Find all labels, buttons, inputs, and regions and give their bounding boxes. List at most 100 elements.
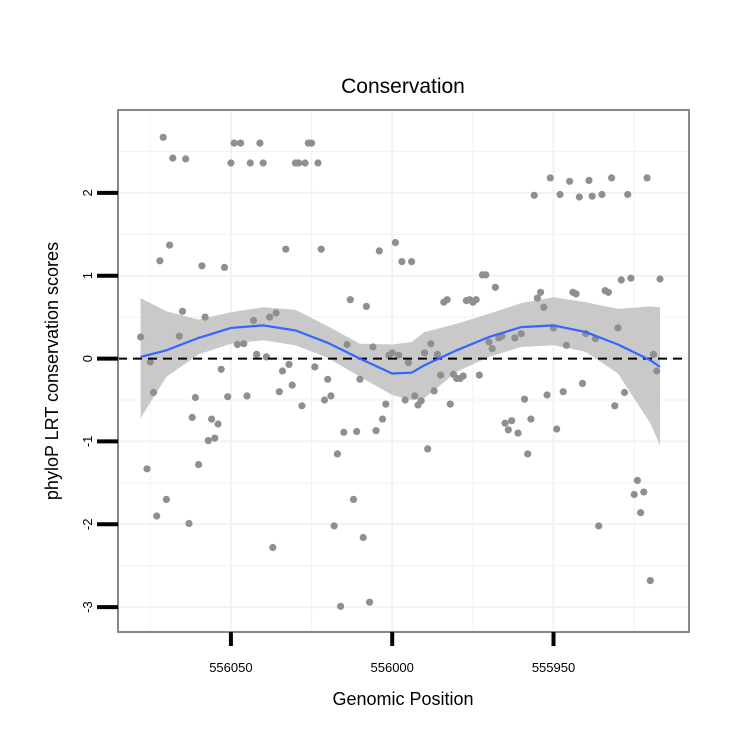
data-point [472, 296, 480, 304]
data-point [417, 397, 425, 405]
data-point [208, 415, 216, 423]
data-point [578, 379, 587, 387]
data-point [362, 302, 370, 310]
y-axis-label: phyloP LRT conservation scores [42, 242, 62, 500]
data-point [314, 159, 322, 167]
data-point [146, 358, 154, 366]
data-point [614, 324, 622, 332]
data-point [524, 450, 532, 458]
data-point [201, 313, 209, 321]
data-point [166, 241, 174, 249]
data-point [640, 488, 648, 496]
data-point [308, 139, 316, 147]
data-point [340, 428, 348, 436]
data-point [324, 375, 332, 383]
data-point [501, 419, 509, 427]
data-point [327, 392, 335, 400]
data-point [211, 434, 219, 442]
data-point [349, 495, 358, 503]
data-point [366, 598, 374, 606]
data-point [282, 245, 290, 253]
data-point [585, 176, 593, 184]
data-point [337, 602, 345, 610]
data-point [353, 427, 361, 436]
data-point [643, 174, 651, 182]
data-point [627, 274, 635, 282]
data-point [604, 288, 613, 296]
data-point [575, 193, 583, 201]
data-point [330, 522, 338, 530]
data-point [285, 360, 293, 368]
data-point [488, 345, 496, 353]
data-point [527, 415, 535, 423]
data-point [253, 350, 261, 358]
data-point [424, 445, 432, 453]
data-point [637, 509, 645, 517]
data-point [504, 426, 512, 434]
data-point [520, 395, 529, 403]
data-point [404, 359, 412, 367]
data-point [556, 190, 564, 199]
data-point [224, 393, 232, 401]
data-point [443, 296, 451, 304]
data-point [459, 372, 467, 380]
data-point [395, 351, 403, 359]
data-point [572, 290, 580, 298]
smooth-line-layer [140, 324, 661, 375]
data-point [272, 309, 280, 317]
data-point [653, 367, 661, 375]
data-point [191, 393, 199, 402]
data-point [559, 388, 567, 396]
data-point [420, 349, 429, 357]
data-point [159, 133, 167, 141]
data-point [301, 159, 309, 167]
y-tick-label: 0 [80, 355, 95, 362]
data-point [408, 258, 416, 266]
data-point [433, 350, 441, 358]
confidence-band-layer [140, 297, 661, 446]
data-point [162, 495, 170, 503]
data-point [369, 343, 377, 351]
data-point [649, 350, 658, 358]
data-point [220, 263, 229, 271]
data-point [491, 283, 499, 291]
data-point [530, 191, 538, 199]
data-point [598, 190, 606, 199]
data-point [482, 271, 490, 279]
y-tick-label: -1 [80, 436, 95, 448]
smooth-fit-line [140, 324, 661, 375]
data-point [149, 388, 158, 397]
data-point [288, 381, 296, 389]
data-point [430, 387, 438, 395]
data-point [249, 316, 258, 325]
data-point [411, 392, 419, 400]
data-point [137, 333, 145, 341]
x-tick-label: 556050 [209, 660, 252, 675]
data-point [256, 139, 264, 147]
data-point [540, 303, 548, 311]
data-point [311, 363, 319, 371]
confidence-band [140, 297, 661, 446]
data-point [188, 413, 196, 421]
y-axis: -3 -2 -1 0 1 2 [80, 189, 118, 613]
data-point [427, 340, 435, 348]
data-point [298, 402, 306, 410]
data-point [620, 388, 629, 397]
data-point [240, 340, 248, 348]
data-point [511, 334, 519, 342]
data-point [346, 296, 354, 304]
data-point [243, 392, 251, 400]
data-point [398, 258, 406, 266]
data-point [553, 425, 561, 433]
data-point [646, 577, 654, 585]
data-point [343, 340, 351, 349]
data-point [446, 400, 454, 408]
data-point [608, 174, 616, 182]
data-point [169, 154, 177, 162]
data-point [295, 159, 303, 167]
data-point [156, 257, 164, 265]
data-point [217, 365, 225, 373]
data-point [372, 427, 380, 435]
data-point [269, 543, 277, 552]
